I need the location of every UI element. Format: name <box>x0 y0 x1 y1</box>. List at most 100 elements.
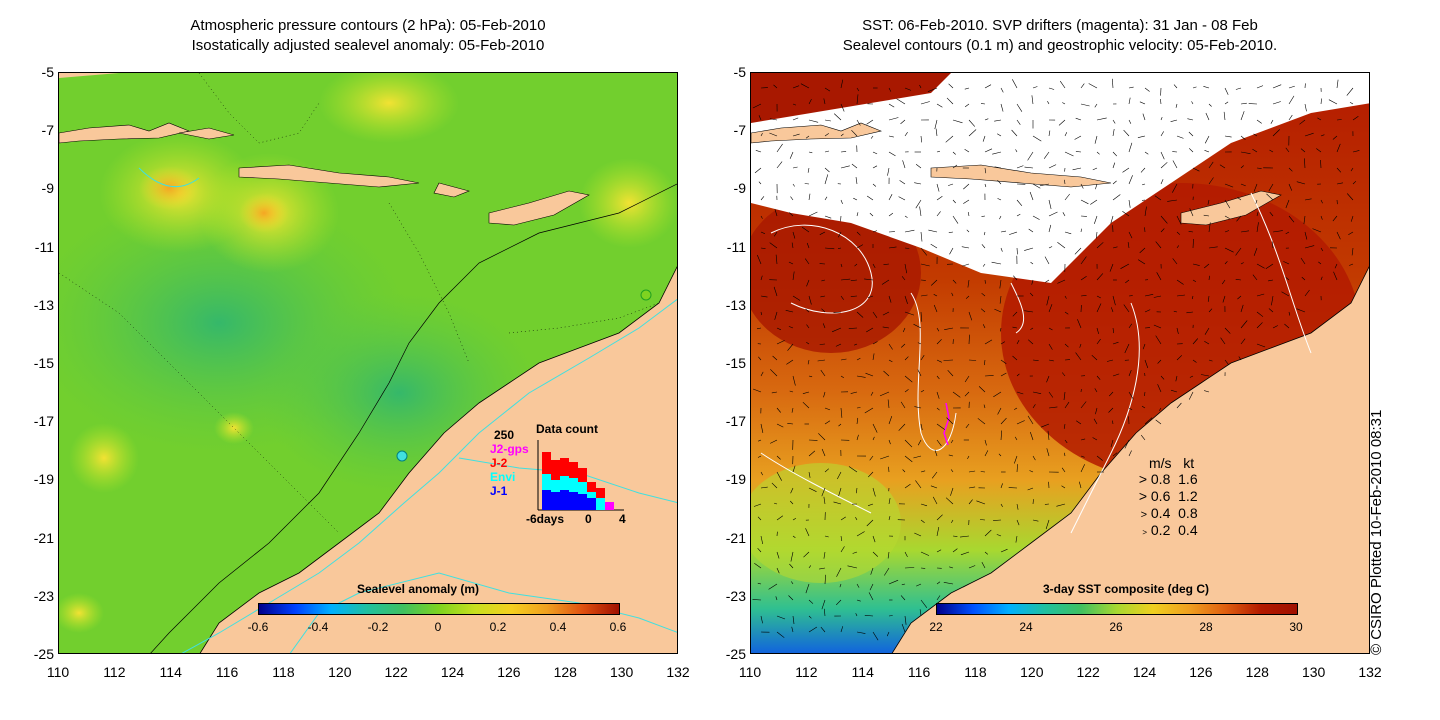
velocity-vector <box>1304 289 1310 297</box>
velocity-vector <box>966 229 970 233</box>
velocity-vector <box>1128 175 1133 185</box>
x-axis-tick-label: 132 <box>666 664 690 680</box>
velocity-vector <box>868 592 874 601</box>
velocity-vector <box>936 359 942 363</box>
velocity-vector <box>1192 238 1194 249</box>
velocity-vector <box>1123 129 1130 137</box>
velocity-vector <box>1092 167 1098 171</box>
x-axis-tick-label: 110 <box>46 664 70 680</box>
velocity-vector <box>803 551 810 558</box>
y-axis-tick-label: -7 <box>733 122 746 139</box>
velocity-vector <box>1240 338 1246 345</box>
data-count-bars <box>537 440 624 511</box>
velocity-vector <box>943 582 954 585</box>
velocity-vector <box>856 583 860 588</box>
velocity-vector <box>808 119 819 123</box>
sealevel-contour <box>1070 302 1140 534</box>
velocity-vector <box>920 355 925 361</box>
velocity-vector <box>1096 273 1104 281</box>
velocity-vector <box>1128 97 1131 105</box>
velocity-vector <box>856 417 859 425</box>
velocity-vector <box>904 311 915 316</box>
high-anomaly-region <box>59 593 104 633</box>
velocity-vector <box>866 195 874 201</box>
colorbar-tick-label: 0.4 <box>549 620 567 634</box>
velocity-vector <box>1350 215 1354 222</box>
velocity-vector <box>1080 455 1085 458</box>
velocity-vector <box>1336 143 1341 153</box>
velocity-vector <box>994 166 1002 169</box>
velocity-vector <box>791 407 794 413</box>
data-count-ymax: 250 <box>494 428 515 442</box>
velocity-vector <box>981 561 986 569</box>
velocity-vector <box>774 208 778 217</box>
left-title-line1: Atmospheric pressure contours (2 hPa): 0… <box>190 17 546 34</box>
velocity-vector <box>806 242 810 249</box>
velocity-vector <box>949 566 954 569</box>
velocity-vector <box>1048 304 1053 313</box>
velocity-vector <box>934 450 938 457</box>
velocity-vector <box>1175 375 1178 382</box>
velocity-vector <box>1027 415 1034 425</box>
velocity-vector <box>840 263 843 268</box>
velocity-vector <box>904 375 913 383</box>
y-axis-tick-label: -15 <box>725 355 746 371</box>
velocity-vector <box>1191 295 1194 300</box>
velocity-vector <box>792 85 800 89</box>
arrow-0-6-icon: > <box>1138 488 1147 504</box>
velocity-vector <box>920 519 925 523</box>
velocity-vector <box>1207 295 1210 302</box>
velocity-vector <box>872 341 878 345</box>
velocity-vector <box>904 567 915 569</box>
sealevel-anomaly-map <box>58 72 678 654</box>
velocity-vector <box>904 455 913 463</box>
velocity-vector <box>1000 417 1007 425</box>
velocity-vector <box>950 439 954 444</box>
velocity-vector <box>806 279 810 287</box>
velocity-vector <box>982 324 986 329</box>
svp-drifter-track <box>943 402 950 446</box>
velocity-vector <box>913 323 922 329</box>
velocity-vector <box>837 247 842 249</box>
velocity-vector <box>1224 261 1228 265</box>
velocity-vector <box>1316 148 1322 153</box>
velocity-vector <box>1269 211 1274 217</box>
velocity-vector <box>1176 245 1180 249</box>
y-axis-tick-label: -21 <box>725 529 746 546</box>
velocity-vector <box>824 119 831 122</box>
sealevel-contour <box>910 292 957 451</box>
velocity-vector <box>1031 95 1034 105</box>
velocity-vector <box>776 340 785 345</box>
velocity-vector <box>820 295 826 298</box>
velocity-vector <box>1094 215 1098 224</box>
velocity-vector <box>952 164 958 169</box>
velocity-vector <box>1016 373 1020 377</box>
velocity-vector <box>1144 417 1153 425</box>
velocity-vector <box>898 196 906 201</box>
velocity-legend-row: > 0.6 1.2 <box>1125 488 1198 504</box>
x-axis-tick-label: 130 <box>1301 664 1326 680</box>
velocity-vector <box>888 246 897 249</box>
velocity-vector <box>754 167 762 174</box>
velocity-vector <box>1189 375 1194 378</box>
y-axis-tick-label: -19 <box>33 471 54 488</box>
velocity-vector <box>888 194 893 201</box>
velocity-vector <box>1012 311 1018 317</box>
velocity-vector <box>920 135 922 143</box>
velocity-vector <box>1014 407 1018 410</box>
velocity-vector <box>1024 310 1034 313</box>
velocity-vector <box>1160 116 1163 121</box>
velocity-vector <box>1080 401 1087 409</box>
velocity-vector <box>1139 247 1146 254</box>
java-island <box>751 122 882 144</box>
velocity-vector <box>760 247 766 249</box>
velocity-vector <box>979 519 986 521</box>
velocity-vector <box>977 418 986 425</box>
velocity-vector <box>1032 183 1041 189</box>
velocity-vector <box>1012 355 1018 361</box>
velocity-vector <box>915 164 922 169</box>
velocity-vector <box>880 455 890 460</box>
sla-colorbar <box>258 603 620 615</box>
velocity-vector <box>900 595 906 601</box>
velocity-vector <box>914 406 922 409</box>
